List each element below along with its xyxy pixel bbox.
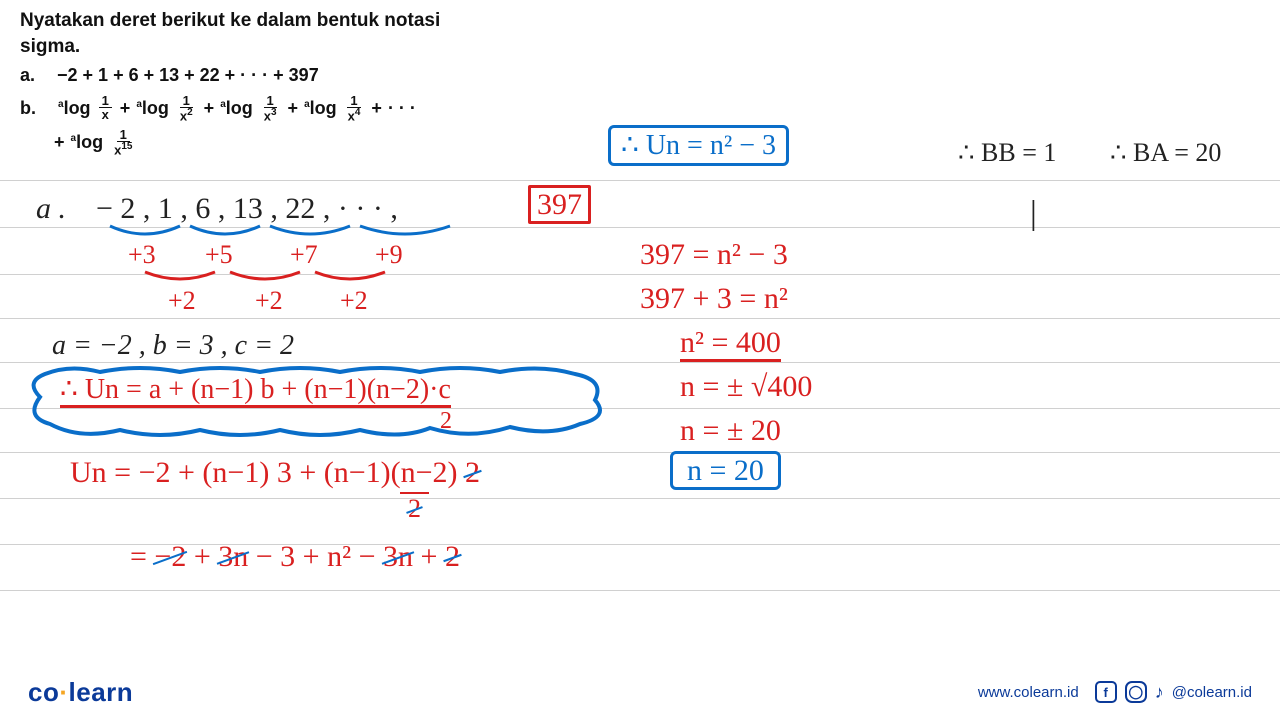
log-5: alog [71,130,104,154]
diff1-3: +7 [290,240,318,270]
instagram-icon: ◯ [1125,681,1147,703]
log-1: alog [58,96,91,120]
part-b-label: b. [20,96,36,120]
frac-2: 1x2 [177,94,196,122]
un-expand: Un = −2 + (n−1) 3 + (n−1)(n−2) 2 [70,456,480,490]
log-4: alog [304,96,337,120]
diff1-1: +3 [128,240,156,270]
seq-label: a . [36,192,66,226]
solve-3: n² = 400 [680,326,781,360]
diff2-2: +2 [255,286,283,316]
bb-value: ∴ BB = 1 [958,138,1056,168]
footer-url: www.colearn.id [978,684,1079,701]
abc-values: a = −2 , b = 3 , c = 2 [52,330,294,362]
solve-2: 397 + 3 = n² [640,282,788,316]
solve-5: n = ± 20 [680,414,781,448]
seq-last-box: 397 [528,188,591,222]
prompt-line-2: sigma. [20,34,440,60]
sequence: − 2 , 1 , 6 , 13 , 22 , · · · , [96,192,398,226]
diff2-3: +2 [340,286,368,316]
frac-4: 1x4 [345,94,364,122]
social-icons: f ◯ ♪ @colearn.id [1095,681,1252,703]
frac-3: 1x3 [261,94,280,122]
log-2: alog [136,96,169,120]
diff1-4: +9 [375,240,403,270]
un-simplify: = −2 + 3n − 3 + n² − 3n + 2 [130,540,460,574]
cloud-formula: ∴ Un = a + (n−1) b + (n−1)(n−2)·c [60,372,451,406]
solve-4: n = ± √400 [680,370,812,404]
log-3: alog [220,96,253,120]
diff1-2: +5 [205,240,233,270]
ba-value: ∴ BA = 20 [1110,138,1221,168]
solve-1: 397 = n² − 3 [640,238,788,272]
n-box: n = 20 [670,454,781,488]
tiktok-icon: ♪ [1155,682,1164,703]
part-a-label: a. [20,63,35,87]
brand-logo: co·learn [28,677,133,708]
un-expand-denom: 2 [400,494,429,524]
frac-1: 1x [99,94,112,121]
social-handle: @colearn.id [1172,684,1252,701]
vertical-bar: | [1030,195,1037,233]
footer: co·learn www.colearn.id f ◯ ♪ @colearn.i… [0,664,1280,720]
cloud-denom: 2 [440,408,452,435]
prompt-line-1: Nyatakan deret berikut ke dalam bentuk n… [20,8,440,34]
diff2-1: +2 [168,286,196,316]
question-text: Nyatakan deret berikut ke dalam bentuk n… [20,8,440,156]
part-a-expression: −2 + 1 + 6 + 13 + 22 + · · · + 397 [57,63,319,87]
un-formula-box: ∴ Un = n² − 3 [608,128,789,162]
facebook-icon: f [1095,681,1117,703]
frac-5: 1x15 [111,128,135,156]
